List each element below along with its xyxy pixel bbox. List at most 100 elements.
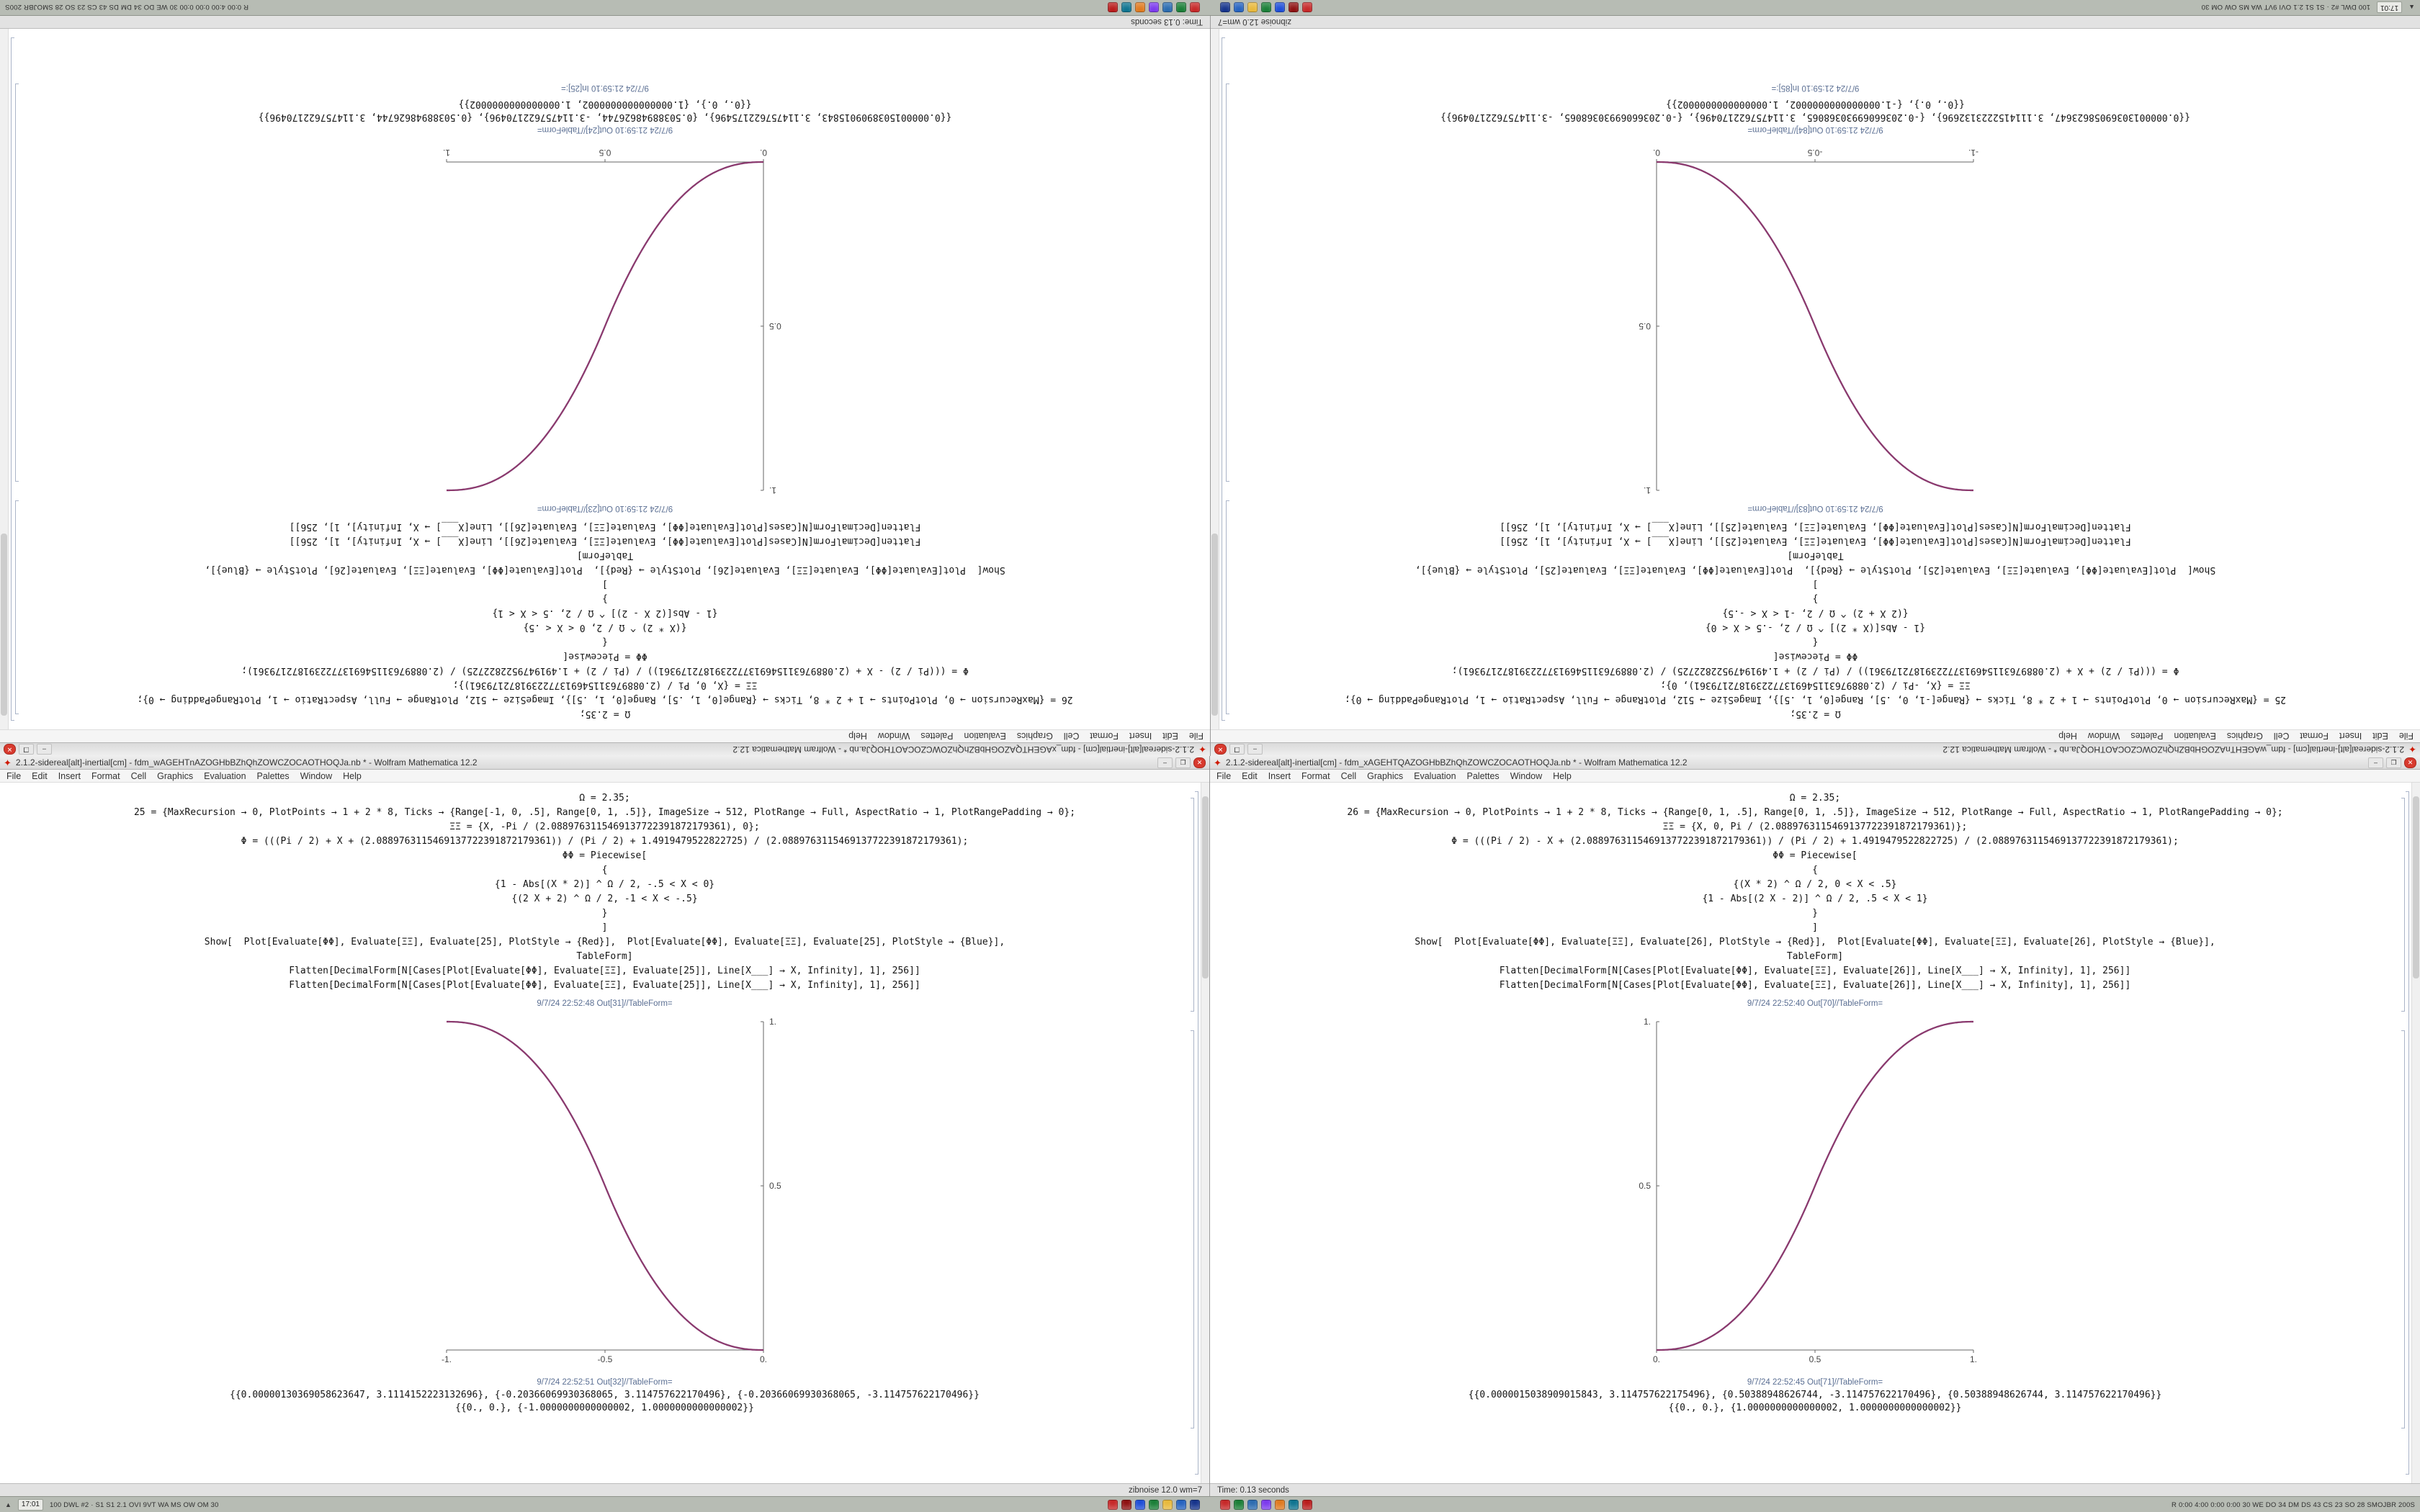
taskbar-clock[interactable]: 17:01 [17, 1499, 43, 1511]
menu-item[interactable]: Edit [2372, 731, 2388, 742]
taskbar-app-icon[interactable] [1289, 2, 1299, 12]
window-titlebar[interactable]: ✦ 2.1.2-sidereal[alt]-inertial[cm] - fdm… [1211, 742, 2420, 756]
input-cell-line[interactable]: 26 = {MaxRecursion → 0, PlotPoints → 1 +… [137, 694, 1073, 705]
taskbar-app-icon[interactable] [1162, 1500, 1173, 1510]
taskbar-app-icon[interactable] [1190, 1500, 1200, 1510]
taskbar-app-icon[interactable] [1234, 2, 1244, 12]
taskbar-app-icon[interactable] [1176, 2, 1186, 12]
input-cell-line[interactable]: {(X * 2) ^ Ω / 2, 0 < X < .5} [1733, 879, 1897, 890]
input-cell-line[interactable]: TableForm] [576, 951, 633, 962]
input-cell-line[interactable]: ] [1812, 922, 1818, 933]
tray-expand-arrow[interactable]: ▲ [5, 1501, 12, 1508]
taskbar-app-icon[interactable] [1289, 1500, 1299, 1510]
input-cell-line[interactable]: { [602, 636, 608, 647]
input-cell-line[interactable]: Flatten[DecimalForm[N[Cases[Plot[Evaluat… [1500, 536, 2131, 546]
scrollbar-thumb[interactable] [1, 533, 7, 716]
window-titlebar[interactable]: ✦ 2.1.2-sidereal[alt]-inertial[cm] - fdm… [1210, 756, 2420, 770]
menu-item[interactable]: File [6, 770, 22, 781]
close-button[interactable]: ✕ [1193, 757, 1206, 768]
input-cell-line[interactable]: Flatten[DecimalForm[N[Cases[Plot[Evaluat… [289, 521, 921, 532]
menu-item[interactable]: Format [91, 770, 120, 781]
window-titlebar[interactable]: ✦ 2.1.2-sidereal[alt]-inertial[cm] - fdm… [0, 742, 1210, 756]
menu-item[interactable]: Graphics [157, 770, 194, 781]
menu-item[interactable]: Palettes [920, 731, 954, 742]
input-cell-line[interactable]: 25 = {MaxRecursion → 0, PlotPoints → 1 +… [1344, 694, 2287, 705]
vertical-scrollbar[interactable] [0, 29, 9, 729]
input-cell-line[interactable]: TableForm] [1786, 951, 1844, 962]
menu-item[interactable]: Cell [1063, 731, 1080, 742]
menu-item[interactable]: Palettes [2130, 731, 2164, 742]
input-cell-line[interactable]: 26 = {MaxRecursion → 0, PlotPoints → 1 +… [1347, 807, 2283, 818]
input-cell-line[interactable]: TableForm] [576, 550, 634, 561]
input-cell-line[interactable]: ΞΞ = {X, 0, Pi / (2.08897631154691377223… [1662, 822, 1968, 832]
input-cell-line[interactable]: ΞΞ = {X, -Pi / (2.0889763115469137722391… [449, 822, 760, 832]
vertical-scrollbar[interactable] [1201, 783, 1209, 1483]
tray-expand-arrow[interactable]: ▲ [2408, 4, 2415, 11]
scrollbar-thumb[interactable] [1202, 796, 1209, 979]
window-titlebar[interactable]: ✦ 2.1.2-sidereal[alt]-inertial[cm] - fdm… [0, 756, 1209, 770]
input-cell-line[interactable]: ΦΦ = Piecewise[ [563, 651, 647, 662]
taskbar-app-icon[interactable] [1108, 2, 1118, 12]
input-cell-line[interactable]: } [1812, 908, 1818, 919]
menu-item[interactable]: Window [1510, 770, 1543, 781]
input-cell-line[interactable]: Ω = 2.35; [1790, 708, 1841, 719]
menu-item[interactable]: Edit [1242, 770, 1258, 781]
menu-item[interactable]: Help [1553, 770, 1572, 781]
menu-item[interactable]: Evaluation [1414, 770, 1456, 781]
menu-item[interactable]: Help [848, 731, 867, 742]
menu-item[interactable]: Window [2087, 731, 2120, 742]
vertical-scrollbar[interactable] [2411, 783, 2420, 1483]
cell-brackets[interactable] [2401, 791, 2409, 1475]
input-cell-line[interactable]: } [1812, 593, 1819, 604]
taskbar-app-icon[interactable] [1247, 2, 1258, 12]
input-cell-line[interactable]: ] [601, 922, 608, 933]
scrollbar-thumb[interactable] [2413, 796, 2419, 979]
taskbar-app-icon[interactable] [1275, 2, 1285, 12]
minimize-button[interactable]: – [1247, 744, 1263, 755]
mathematica-app-icon[interactable]: ✦ [1214, 757, 1222, 768]
menu-item[interactable]: Palettes [256, 770, 290, 781]
menu-item[interactable]: File [1188, 731, 1204, 742]
close-button[interactable]: ✕ [4, 744, 16, 755]
taskbar-clock[interactable]: 17:01 [2377, 1, 2403, 13]
mathematica-app-icon[interactable]: ✦ [2408, 744, 2416, 755]
menu-item[interactable]: Format [1301, 770, 1330, 781]
input-cell-line[interactable]: Φ = (((Pi / 2) + X + (2.0889763115469137… [1451, 665, 2179, 676]
maximize-button[interactable]: ❐ [1175, 757, 1191, 768]
mathematica-app-icon[interactable]: ✦ [1198, 744, 1206, 755]
taskbar-app-icon[interactable] [1162, 2, 1173, 12]
menu-item[interactable]: Palettes [1466, 770, 1500, 781]
input-cell-line[interactable]: { [1812, 636, 1819, 647]
mathematica-app-icon[interactable]: ✦ [4, 757, 12, 768]
menu-item[interactable]: Edit [1162, 731, 1178, 742]
input-cell-line[interactable]: Ω = 2.35; [1789, 793, 1841, 804]
taskbar-app-icon[interactable] [1176, 1500, 1186, 1510]
input-cell-line[interactable]: Show[ Plot[Evaluate[ΦΦ], Evaluate[ΞΞ], E… [1415, 564, 2216, 575]
menu-item[interactable]: Evaluation [964, 731, 1006, 742]
taskbar-app-icon[interactable] [1220, 1500, 1230, 1510]
input-cell-line[interactable]: Ω = 2.35; [579, 708, 631, 719]
input-cell-line[interactable]: Flatten[DecimalForm[N[Cases[Plot[Evaluat… [289, 966, 920, 976]
menu-item[interactable]: File [2398, 731, 2414, 742]
input-cell-line[interactable]: ΞΞ = {X, -Pi / (2.0889763115469137722391… [1660, 680, 1971, 690]
input-cell-line[interactable]: Φ = (((Pi / 2) - X + (2.0889763115469137… [1451, 836, 2179, 847]
menu-item[interactable]: Edit [32, 770, 48, 781]
input-cell-line[interactable]: Flatten[DecimalForm[N[Cases[Plot[Evaluat… [289, 980, 920, 991]
close-button[interactable]: ✕ [1214, 744, 1227, 755]
input-cell-line[interactable]: ] [602, 579, 608, 590]
menu-item[interactable]: Evaluation [2174, 731, 2216, 742]
input-cell-line[interactable]: TableForm] [1787, 550, 1844, 561]
input-cell-line[interactable]: } [602, 593, 608, 604]
taskbar-app-icon[interactable] [1190, 2, 1200, 12]
input-cell-line[interactable]: Show[ Plot[Evaluate[ΦΦ], Evaluate[ΞΞ], E… [1415, 937, 2215, 948]
input-cell-line[interactable]: {1 - Abs[(2 X - 2)] ^ Ω / 2, .5 < X < 1} [492, 608, 718, 618]
input-cell-line[interactable]: } [601, 908, 608, 919]
menu-item[interactable]: Insert [2339, 731, 2362, 742]
menu-item[interactable]: File [1216, 770, 1232, 781]
menu-item[interactable]: Evaluation [204, 770, 246, 781]
input-cell-line[interactable]: {1 - Abs[(X * 2)] ^ Ω / 2, -.5 < X < 0} [1705, 622, 1926, 633]
maximize-button[interactable]: ❐ [19, 744, 34, 755]
menu-item[interactable]: Graphics [2226, 731, 2263, 742]
menu-item[interactable]: Format [1090, 731, 1119, 742]
minimize-button[interactable]: – [37, 744, 52, 755]
